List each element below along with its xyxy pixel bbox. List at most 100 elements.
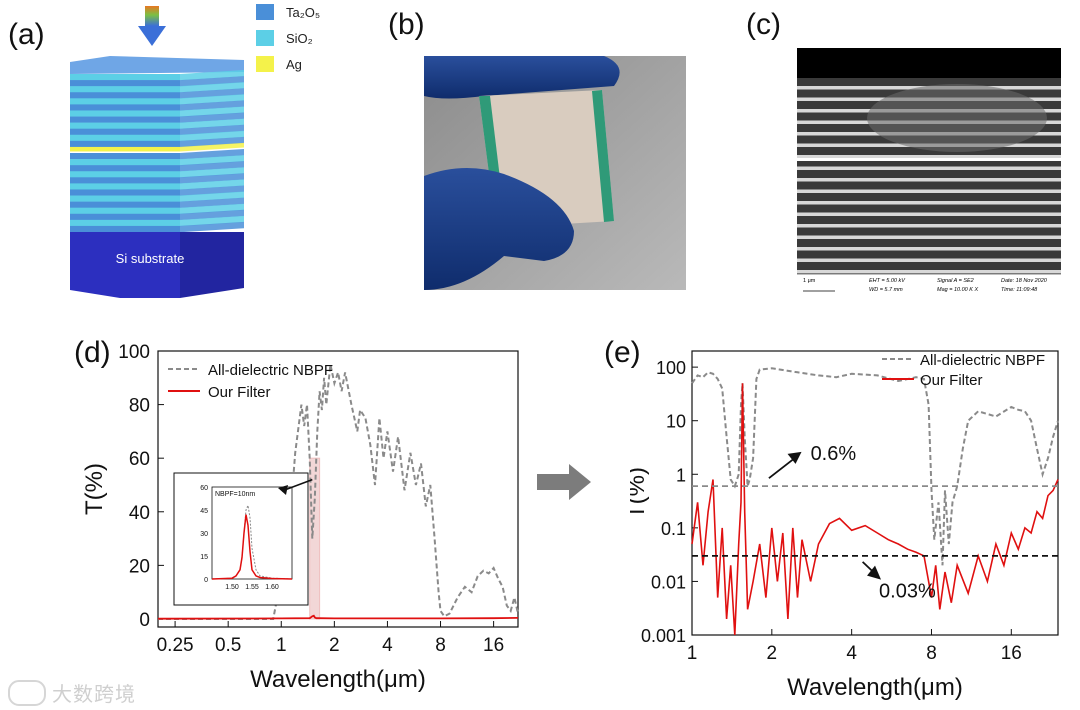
stack-layer [70, 201, 180, 208]
sem-layer [797, 178, 1061, 182]
stack-layer [70, 92, 180, 99]
chart-e-ytick-label: 10 [666, 412, 686, 432]
chart-e-annot-arrowhead-upper [787, 451, 802, 464]
chart-e-ytick-label: 1 [676, 465, 686, 485]
legend-swatch-sio2 [256, 30, 274, 46]
sem-layer [797, 250, 1061, 259]
sem-eht: EHT = 5.00 kV [869, 278, 906, 284]
stack-layer [70, 122, 180, 129]
chart-d-legend-label: Our Filter [208, 384, 271, 401]
si-substrate-front [70, 232, 180, 298]
chart-e-xtick-label: 1 [687, 643, 698, 664]
sem-layer [797, 158, 1061, 167]
stack-layer [70, 116, 180, 123]
chart-d-inset-xtick-label: 1.55 [245, 584, 259, 591]
stack-layer-side [180, 197, 244, 208]
chart-d-xtick-label: 1 [276, 635, 287, 656]
stack-layer-side [180, 124, 244, 136]
stack-layer [70, 183, 180, 190]
legend-swatch-ag [256, 56, 274, 72]
stack-layer-side [180, 142, 244, 152]
stack-layer-side [180, 215, 244, 227]
chart-e-legend-label: Our Filter [920, 372, 983, 389]
stack-layer-side [180, 100, 244, 111]
stack-layer-side [180, 136, 244, 148]
legend-label-sio2: SiO₂ [286, 31, 313, 46]
chart-d-ytick-label: 20 [129, 556, 150, 577]
chart-d-inset-pointer-head [278, 485, 288, 495]
si-substrate-side [180, 232, 244, 298]
chart-e-series-our-filter [691, 383, 1059, 636]
stack-layer-side [180, 209, 244, 221]
stack-layer-side [180, 82, 244, 93]
chart-e-xtick-label: 8 [926, 643, 937, 664]
stack-layer [70, 74, 180, 81]
chart-d-ytick-label: 80 [129, 396, 150, 417]
stack-layer-side [180, 179, 244, 190]
sem-layer [797, 239, 1061, 247]
watermark: 大数跨境 [8, 678, 136, 707]
transition-arrow-icon [537, 464, 591, 500]
chart-d: 0 20 40 60 80 100 0.25 0.5 1 2 4 8 16 Wavelength(μm) T… [81, 342, 519, 693]
chart-e-ytick-label: 100 [656, 358, 686, 378]
chart-e-ytick-label: 0.001 [641, 626, 686, 646]
stack-layer [70, 98, 180, 105]
stack-layer-side [180, 112, 244, 123]
chart-d-xtick-label: 2 [329, 635, 340, 656]
si-substrate-label: Si substrate [116, 251, 185, 266]
stack-layer [70, 189, 180, 196]
sem-layer [797, 224, 1061, 228]
incident-light-arrow [138, 6, 166, 46]
stack-layer [70, 177, 180, 184]
sem-date: Date: 18 Nov 2020 [1001, 278, 1048, 284]
chart-e-xlabel: Wavelength(μm) [787, 674, 963, 701]
chart-e-frame [691, 350, 1059, 636]
sem-layer [797, 235, 1061, 239]
sem-layer [797, 181, 1061, 190]
chart-d-xtick-label: 16 [483, 635, 504, 656]
sem-layer [797, 227, 1061, 236]
stack-layer-side [180, 167, 244, 178]
chart-d-ytick-label: 60 [129, 449, 150, 470]
sem-layer [797, 262, 1061, 270]
legend-label-ta2o5: Ta₂O₅ [286, 5, 321, 20]
stack-layer-side [180, 173, 244, 184]
sem-layer [797, 170, 1061, 178]
sem-scale-bar-label: 1 μm [803, 278, 816, 284]
stack-layer [70, 80, 180, 87]
chart-d-inset-frame [211, 486, 293, 580]
stack-layer [70, 165, 180, 172]
sem-layer [797, 204, 1061, 213]
chart-d-series-nbpf [158, 364, 519, 620]
watermark-text: 大数跨境 [52, 684, 136, 706]
chart-d-ytick-label: 40 [129, 503, 150, 524]
stack-top-face [70, 56, 244, 74]
panel-e-label: (e) [604, 336, 641, 369]
sem-signal: Signal A = SE2 [937, 278, 974, 284]
chart-e-annot-arrowhead-lower [867, 565, 882, 580]
stack-side-face [180, 70, 244, 233]
chart-e-ytick-label: 0.01 [651, 572, 686, 592]
stack-layer-side [180, 94, 244, 105]
stack-layer-side [180, 161, 244, 172]
chart-d-inset-ytick-label: 0 [204, 577, 208, 584]
stack-layer-side [180, 88, 244, 99]
stack-layer-side [180, 70, 244, 81]
chart-d-ylabel: T(%) [81, 463, 108, 515]
sem-mag: Mag = 10.00 K X [937, 287, 978, 293]
chart-e-xtick-label: 16 [1001, 643, 1022, 664]
chart-d-inset-xtick-label: 1.60 [265, 584, 279, 591]
chart-d-series-our-filter [157, 614, 519, 620]
layer-stack-diagram: Si substrate [70, 6, 244, 298]
chart-d-inset-annotation: NBPF=10nm [215, 491, 255, 498]
stack-layer [70, 219, 180, 227]
chart-d-xlabel: Wavelength(μm) [250, 666, 426, 693]
stack-layer-side [180, 155, 244, 166]
stack-layer [70, 213, 180, 221]
chart-e-series-nbpf [691, 367, 1059, 566]
stack-layer [70, 159, 180, 166]
panel-b-label: (b) [388, 8, 425, 41]
sem-layer [797, 78, 1061, 86]
stack-front-face [70, 74, 180, 233]
chart-e-ytick-label: 0.1 [661, 519, 686, 539]
